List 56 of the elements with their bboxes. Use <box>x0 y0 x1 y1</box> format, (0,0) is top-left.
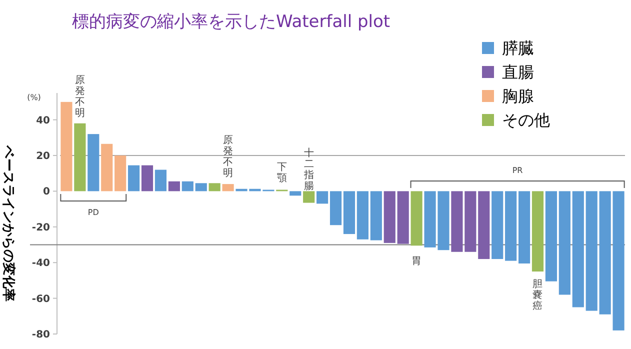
bar <box>88 134 100 192</box>
bar <box>114 155 126 192</box>
bar <box>451 191 463 252</box>
annotation: 原発不明 <box>223 135 234 179</box>
bar <box>586 191 598 311</box>
y-tick-label: 0 <box>43 186 50 198</box>
annotation: 十二指腸 <box>302 147 314 192</box>
bar <box>572 191 584 308</box>
bar <box>343 191 356 234</box>
chart-title: 標的病変の縮小率を示したWaterfall plot <box>72 12 390 32</box>
y-tick-label: -60 <box>32 294 50 305</box>
bar <box>545 191 557 282</box>
legend-label: 膵臓 <box>502 38 534 58</box>
legend-label: 胸腺 <box>502 86 534 106</box>
annotation: 下顎 <box>276 162 287 184</box>
bar <box>384 191 396 243</box>
bar <box>74 123 86 192</box>
bar <box>60 102 72 192</box>
annotation: 原発不明 <box>74 75 85 119</box>
annotation: PR <box>512 166 524 175</box>
annotation: 胆嚢癌 <box>532 279 543 312</box>
bar <box>141 165 154 192</box>
y-tick-label: 20 <box>36 150 50 162</box>
bar <box>356 191 368 240</box>
bar <box>492 191 504 260</box>
bar <box>195 183 207 192</box>
bar <box>410 191 422 246</box>
bar <box>518 191 530 264</box>
bar <box>182 181 194 192</box>
bar <box>505 191 517 261</box>
bar <box>303 191 315 203</box>
y-axis-title: ベースラインからの変化率 <box>0 144 16 302</box>
bar <box>478 191 490 260</box>
y-tick-label: -40 <box>32 258 50 270</box>
bar <box>168 181 180 192</box>
legend-label: その他 <box>502 110 550 130</box>
bar <box>558 191 570 295</box>
y-tick-label: 40 <box>36 115 50 126</box>
bar <box>222 184 234 192</box>
annotation: PD <box>88 208 99 217</box>
bar <box>370 191 382 240</box>
bar <box>290 191 302 196</box>
legend-label: 直腸 <box>502 62 534 82</box>
text: (%) <box>27 93 41 102</box>
bar <box>397 191 409 244</box>
bar <box>101 144 113 192</box>
bar <box>330 191 342 226</box>
annotation: 胃 <box>412 256 422 267</box>
bar <box>316 191 328 204</box>
y-tick-label: -80 <box>32 330 50 340</box>
bar <box>154 170 167 192</box>
bar <box>532 191 544 272</box>
bar <box>128 165 140 192</box>
y-tick-label: -20 <box>32 222 50 234</box>
bar <box>208 183 220 192</box>
bar <box>464 191 476 252</box>
